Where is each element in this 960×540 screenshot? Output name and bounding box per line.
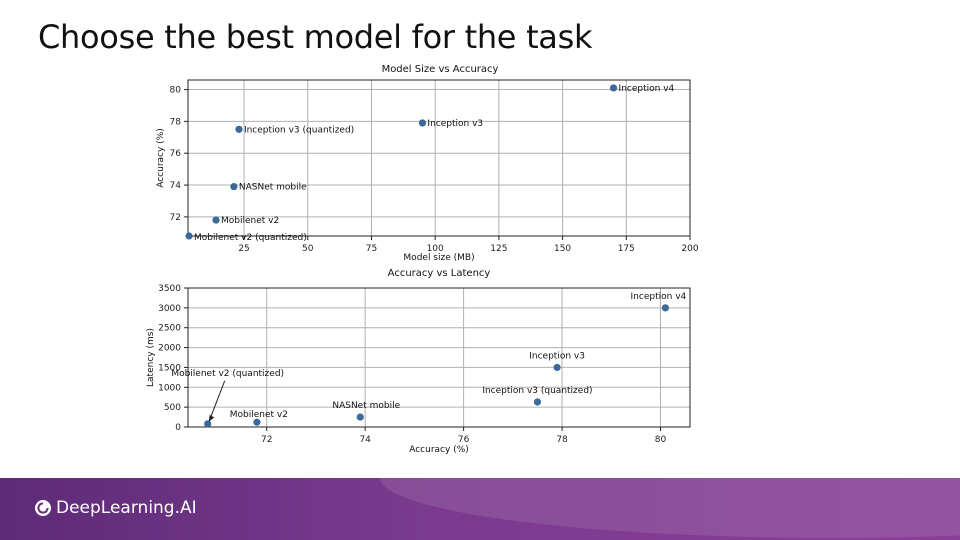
data-point xyxy=(661,304,669,312)
chart-title: Model Size vs Accuracy xyxy=(382,64,499,75)
x-tick-label: 72 xyxy=(261,435,272,445)
x-tick-label: 80 xyxy=(655,435,667,445)
data-label: Inception v4 xyxy=(619,84,675,94)
y-tick-label: 2000 xyxy=(158,344,181,354)
data-label: Inception v4 xyxy=(631,292,687,302)
y-tick-label: 2500 xyxy=(158,324,181,334)
x-tick-label: 75 xyxy=(366,244,377,254)
y-tick-label: 1500 xyxy=(158,363,181,373)
data-point xyxy=(418,119,427,127)
x-tick-label: 100 xyxy=(427,244,444,254)
data-point xyxy=(356,413,364,421)
y-axis-label: Latency (ms) xyxy=(146,328,156,387)
y-tick-label: 80 xyxy=(170,86,182,96)
x-tick-label: 175 xyxy=(618,244,635,254)
data-label: Mobilenet v2 xyxy=(230,410,288,420)
y-tick-label: 76 xyxy=(170,149,182,159)
data-point xyxy=(253,418,261,426)
brand: DeepLearning.AI xyxy=(34,498,197,518)
plot-frame xyxy=(187,287,691,428)
x-tick-label: 150 xyxy=(554,244,571,254)
slide-title: Choose the best model for the task xyxy=(38,18,593,56)
data-point xyxy=(185,232,193,240)
data-label: Inception v3 xyxy=(529,351,585,361)
data-label: Inception v3 (quantized) xyxy=(482,386,592,396)
data-label: Mobilenet v2 (quantized) xyxy=(194,233,307,243)
y-tick-label: 72 xyxy=(170,213,181,223)
data-label: NASNet mobile xyxy=(332,401,400,411)
y-tick-label: 74 xyxy=(170,181,182,191)
data-point xyxy=(553,363,561,372)
data-label: NASNet mobile xyxy=(239,183,307,193)
data-point xyxy=(212,216,220,224)
x-tick-label: 125 xyxy=(490,244,507,254)
x-tick-label: 200 xyxy=(681,244,698,254)
data-point xyxy=(230,183,238,191)
deeplearning-ai-logo-icon xyxy=(35,500,51,516)
y-tick-label: 500 xyxy=(164,403,181,413)
y-tick-label: 1000 xyxy=(158,383,181,393)
y-tick-label: 3500 xyxy=(158,284,181,294)
plot-frame xyxy=(187,79,691,237)
brand-name: DeepLearning.AI xyxy=(56,498,197,518)
annotation-arrow-head xyxy=(208,414,215,422)
data-point xyxy=(609,84,618,92)
x-axis-label: Model size (MB) xyxy=(403,253,474,263)
x-tick-label: 50 xyxy=(302,244,314,254)
data-point xyxy=(204,420,212,428)
x-tick-label: 78 xyxy=(556,435,568,445)
x-axis-label: Accuracy (%) xyxy=(409,445,469,455)
data-label: Mobilenet v2 (quantized) xyxy=(171,369,284,379)
data-label: Mobilenet v2 xyxy=(221,216,279,226)
data-point xyxy=(235,125,243,133)
annotation-arrow-line xyxy=(209,380,226,421)
y-tick-label: 78 xyxy=(170,117,182,127)
charts-canvas: 25 50 75 100 125 150 175 200 72 74 76 78 80 Model Siz… xyxy=(146,64,699,455)
y-axis-label: Accuracy (%) xyxy=(156,128,166,188)
chart-title: Accuracy vs Latency xyxy=(388,268,491,279)
x-tick-label: 74 xyxy=(359,435,371,445)
data-point xyxy=(533,398,542,406)
x-tick-label: 25 xyxy=(238,244,249,254)
footer-wave-decoration xyxy=(380,478,960,538)
y-tick-label: 3000 xyxy=(158,304,181,314)
x-tick-label: 76 xyxy=(458,435,470,445)
data-label: Inception v3 xyxy=(427,119,483,129)
footer-bar: DeepLearning.AI xyxy=(0,478,960,540)
y-tick-label: 0 xyxy=(175,423,181,433)
data-label: Inception v3 (quantized) xyxy=(244,125,354,135)
